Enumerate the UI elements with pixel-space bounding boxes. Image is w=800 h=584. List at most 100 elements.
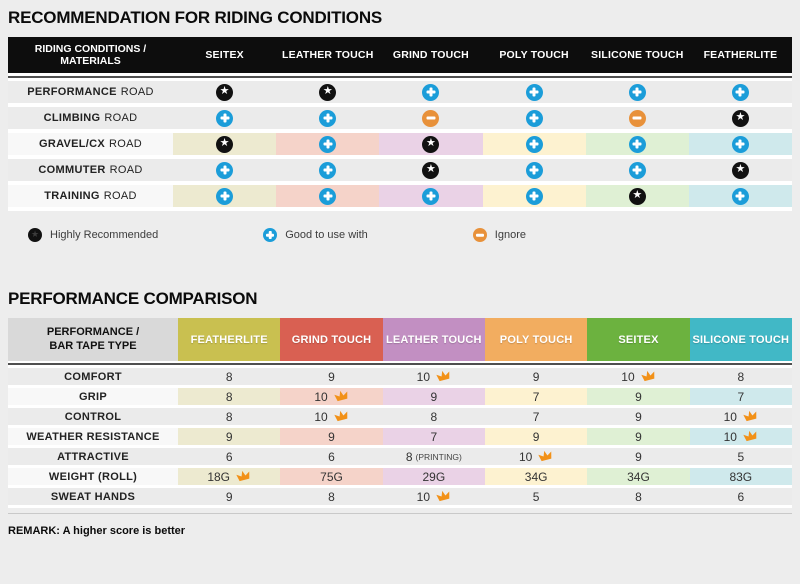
rating-cell [173, 107, 276, 129]
score-cell: 10 [690, 408, 792, 425]
legend-label: Good to use with [285, 229, 368, 241]
riding-row: GRAVEL/CX ROAD ★ ★ [8, 133, 793, 159]
rating-cell: ★ [173, 133, 277, 155]
score-value: 10 [723, 409, 737, 424]
score-value: 9 [532, 429, 540, 444]
rating-cell [586, 107, 689, 129]
plus-icon [422, 83, 440, 101]
corner-line-2: BAR TAPE TYPE [49, 339, 137, 352]
column-header: POLY TOUCH [484, 318, 588, 361]
star-icon: ★ [731, 109, 749, 127]
score-cell: 7 [484, 388, 588, 405]
rating-cell [688, 185, 793, 207]
score-value: 10 [518, 449, 533, 464]
plus-icon [319, 161, 337, 179]
plus-icon [319, 135, 337, 153]
score-note: (PRINTING) [415, 451, 462, 462]
rating-cell [173, 159, 276, 181]
score-cell: 8 [383, 408, 485, 425]
rating-cell [586, 159, 689, 181]
star-icon: ★ [319, 83, 337, 101]
minus-icon [628, 109, 646, 127]
riding-conditions-table: RIDING CONDITIONS / MATERIALS SEITEX LEAT… [8, 37, 793, 211]
plus-icon [628, 135, 646, 153]
column-header: GRIND TOUCH [392, 49, 469, 61]
score-cell: 7 [485, 408, 587, 425]
minus-icon [472, 228, 487, 242]
crown-icon [640, 370, 654, 381]
score-cell: 10 [280, 408, 382, 425]
corner-line-1: RIDING CONDITIONS / [34, 42, 147, 55]
page: RECOMMENDATION FOR RIDING CONDITIONS RID… [0, 0, 800, 537]
crown-icon [743, 430, 757, 441]
rating-cell [586, 81, 689, 103]
score-value: 34G [524, 469, 548, 484]
rating-cell: ★ [379, 159, 482, 181]
riding-row: PERFORMANCE ROAD ★ ★ [8, 81, 792, 107]
row-label: PERFORMANCE ROAD [27, 86, 154, 98]
score-cell: 34G [484, 468, 588, 485]
rating-cell [482, 133, 586, 155]
performance-row: GRIP 8 10 9 7 9 7 [8, 388, 792, 408]
star-icon: ★ [216, 135, 234, 153]
plus-icon [319, 187, 337, 205]
rating-cell: ★ [689, 107, 792, 129]
plus-icon [319, 109, 337, 127]
score-value: 83G [729, 469, 753, 484]
score-cell: 9 [382, 388, 485, 405]
score-value: 7 [532, 409, 540, 424]
column-header: SEITEX [205, 49, 244, 61]
rating-cell: ★ [585, 185, 689, 207]
remark: REMARK: A higher score is better [8, 525, 186, 537]
score-value: 9 [430, 389, 438, 404]
rating-cell: ★ [173, 81, 276, 103]
row-label: CONTROL [64, 410, 122, 423]
row-label: ATTRACTIVE [57, 450, 129, 463]
score-cell: 9 [485, 368, 587, 385]
rating-cell [276, 159, 379, 181]
score-value: 8 [225, 389, 233, 404]
row-label: SWEAT HANDS [50, 490, 136, 503]
legend: ★ Highly Recommended Good to use with Ignor… [20, 228, 792, 242]
score-cell: 8 (PRINTING) [383, 448, 485, 465]
plus-icon [628, 161, 646, 179]
star-icon: ★ [28, 228, 42, 242]
score-cell: 9 [587, 388, 690, 405]
score-cell: 5 [485, 488, 587, 505]
plus-icon [525, 161, 543, 179]
score-cell: 8 [280, 488, 382, 505]
score-value: 10 [723, 429, 737, 444]
legend-item: ★ Highly Recommended [20, 228, 158, 242]
score-cell: 10 [587, 368, 689, 385]
legend-label: Ignore [494, 229, 526, 241]
column-header: FEATHERLITE [703, 49, 778, 61]
score-cell: 18G [178, 468, 281, 485]
score-cell: 83G [689, 468, 792, 485]
star-icon: ★ [422, 135, 440, 153]
score-value: 10 [621, 369, 635, 384]
score-value: 9 [225, 489, 233, 504]
plus-icon [525, 187, 543, 205]
plus-icon [628, 83, 646, 101]
star-icon: ★ [731, 161, 749, 179]
star-icon: ★ [628, 187, 646, 205]
score-cell: 9 [484, 428, 588, 445]
row-label: CLIMBING ROAD [43, 112, 138, 124]
score-value: 5 [532, 489, 540, 504]
score-cell: 29G [382, 468, 485, 485]
score-cell: 7 [689, 388, 792, 405]
score-value: 9 [328, 369, 335, 384]
score-value: 7 [430, 429, 438, 444]
divider-dark [8, 363, 792, 365]
row-label: GRAVEL/CX ROAD [8, 133, 173, 155]
column-header: GRIND TOUCH [280, 318, 383, 361]
column-header: SILICONE TOUCH [591, 49, 684, 61]
row-label: WEATHER RESISTANCE [8, 428, 178, 445]
score-cell: 10 [383, 488, 485, 505]
score-value: 10 [416, 369, 430, 384]
divider [8, 73, 792, 76]
plus-icon [525, 109, 543, 127]
rating-cell [173, 185, 277, 207]
row-label: TRAINING ROAD [8, 185, 173, 207]
plus-icon [422, 187, 440, 205]
